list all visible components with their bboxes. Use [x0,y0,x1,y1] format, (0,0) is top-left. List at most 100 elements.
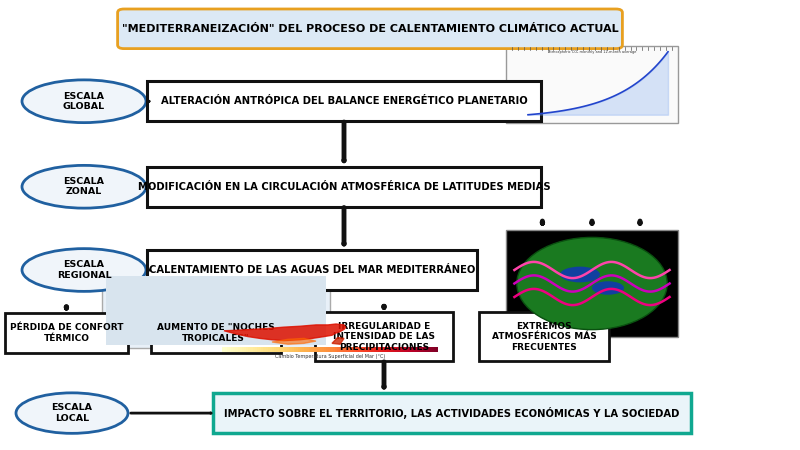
Bar [399,346,402,352]
Bar [398,346,399,352]
Bar [229,346,231,352]
Bar [235,346,238,352]
Bar [350,346,352,352]
Bar [315,346,318,352]
FancyBboxPatch shape [147,81,542,121]
Bar [356,346,358,352]
Bar [246,346,248,352]
Bar [322,346,324,352]
Bar [263,346,266,352]
Ellipse shape [560,266,600,283]
Bar [294,346,296,352]
Bar [248,346,250,352]
Bar [285,346,287,352]
Text: ESCALA
REGIONAL: ESCALA REGIONAL [57,260,111,280]
Text: Cambio Temperatura Superficial del Mar (°C): Cambio Temperatura Superficial del Mar (… [275,354,386,359]
Ellipse shape [16,393,128,433]
Text: ESCALA
ZONAL: ESCALA ZONAL [63,177,105,197]
Bar [274,346,277,352]
Bar [234,346,235,352]
Bar [432,346,434,352]
Ellipse shape [22,166,146,208]
Polygon shape [224,324,346,341]
Bar [257,346,259,352]
FancyBboxPatch shape [106,276,326,345]
Bar [363,346,365,352]
Bar [370,346,371,352]
Bar [354,346,356,352]
Bar [222,346,225,352]
FancyBboxPatch shape [147,167,542,207]
Bar [231,346,234,352]
Bar [430,346,432,352]
Bar [240,346,242,352]
Bar [427,346,430,352]
Bar [436,346,438,352]
Text: CALENTAMIENTO DE LAS AGUAS DEL MAR MEDITERRÁNEO: CALENTAMIENTO DE LAS AGUAS DEL MAR MEDIT… [149,265,475,275]
Text: AUMENTO DE "NOCHES
TROPICALES": AUMENTO DE "NOCHES TROPICALES" [157,323,275,343]
FancyBboxPatch shape [213,393,691,433]
Bar [408,346,410,352]
Bar [380,346,382,352]
Bar [334,346,337,352]
Bar [306,346,309,352]
Bar [406,346,408,352]
Bar [305,346,306,352]
FancyBboxPatch shape [506,46,678,123]
Bar [361,346,363,352]
Bar [278,346,281,352]
Bar [346,346,348,352]
Bar [358,346,361,352]
FancyBboxPatch shape [118,9,622,49]
Ellipse shape [22,248,146,292]
Bar [242,346,244,352]
Bar [290,346,291,352]
Bar [330,346,333,352]
Polygon shape [332,338,344,344]
Bar [226,346,229,352]
Bar [389,346,391,352]
Bar [343,346,346,352]
Bar [371,346,374,352]
Bar [376,346,378,352]
Bar [421,346,423,352]
Bar [272,346,274,352]
Bar [434,346,436,352]
Text: IMPACTO SOBRE EL TERRITORIO, LAS ACTIVIDADES ECONÓMICAS Y LA SOCIEDAD: IMPACTO SOBRE EL TERRITORIO, LAS ACTIVID… [224,407,680,419]
Bar [287,346,290,352]
Polygon shape [272,338,316,344]
Bar [313,346,315,352]
Bar [302,346,305,352]
Bar [413,346,414,352]
Bar [410,346,413,352]
Bar [298,346,300,352]
Bar [417,346,419,352]
FancyBboxPatch shape [151,313,282,353]
Bar [296,346,298,352]
Text: ESCALA
LOCAL: ESCALA LOCAL [51,403,93,423]
Bar [382,346,384,352]
FancyBboxPatch shape [6,313,128,353]
Bar [352,346,354,352]
Bar [328,346,330,352]
FancyBboxPatch shape [102,273,330,348]
Bar [385,346,386,352]
Bar [253,346,254,352]
Bar [268,346,270,352]
Bar [244,346,246,352]
Text: ALTERACIÓN ANTRÓPICA DEL BALANCE ENERGÉTICO PLANETARIO: ALTERACIÓN ANTRÓPICA DEL BALANCE ENERGÉT… [161,96,527,106]
Text: ESCALA
GLOBAL: ESCALA GLOBAL [63,91,105,111]
Bar [266,346,268,352]
Bar [419,346,421,352]
Bar [395,346,398,352]
Bar [342,346,343,352]
Bar [318,346,320,352]
Ellipse shape [22,80,146,122]
Bar [367,346,370,352]
Bar [324,346,326,352]
FancyBboxPatch shape [147,250,477,290]
Ellipse shape [592,281,624,295]
Bar [391,346,393,352]
Bar [283,346,285,352]
Bar [238,346,240,352]
